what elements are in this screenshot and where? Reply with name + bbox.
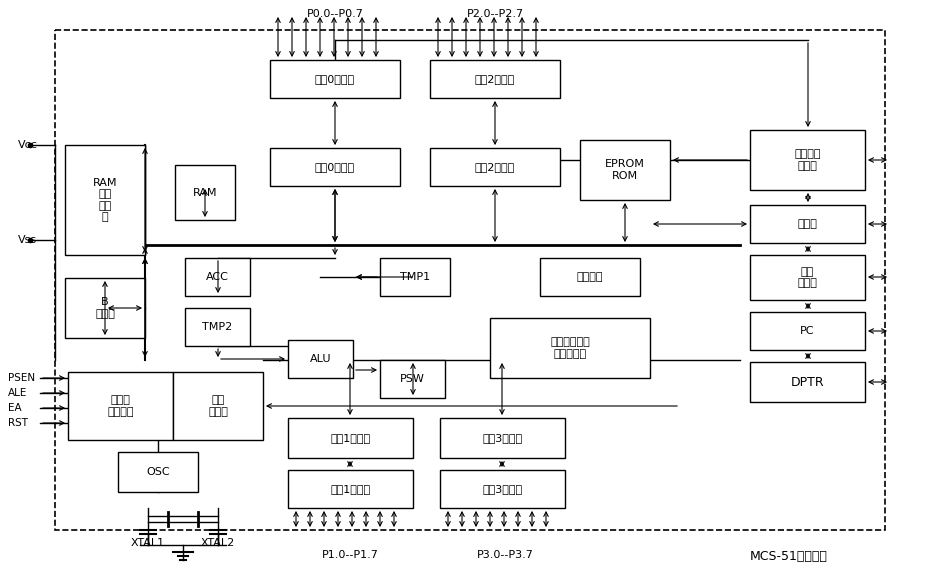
Text: ACC: ACC	[206, 272, 229, 282]
Text: PSEN: PSEN	[8, 373, 35, 383]
Bar	[175, 165, 235, 220]
Text: P1.0--P1.7: P1.0--P1.7	[321, 550, 378, 560]
Bar	[490, 318, 650, 378]
Bar	[65, 278, 145, 338]
Text: 通道0驱动器: 通道0驱动器	[315, 74, 355, 84]
Text: PSW: PSW	[400, 374, 425, 384]
Text: MCS-51结构框图: MCS-51结构框图	[750, 550, 828, 563]
Bar	[270, 148, 400, 186]
Text: EA: EA	[8, 403, 21, 413]
Bar	[750, 255, 865, 300]
Text: PC: PC	[801, 326, 815, 336]
Bar	[750, 312, 865, 350]
Bar	[580, 140, 670, 200]
Text: XTAL2: XTAL2	[201, 538, 236, 548]
Bar	[440, 470, 565, 508]
Bar	[288, 418, 413, 458]
Text: RAM
地址
寄存
器: RAM 地址 寄存 器	[93, 178, 117, 222]
Bar	[750, 130, 865, 190]
Text: Vss: Vss	[18, 235, 37, 245]
Bar	[380, 258, 450, 296]
Text: OSC: OSC	[146, 467, 169, 477]
Bar	[750, 362, 865, 402]
Text: 指令
寄存器: 指令 寄存器	[208, 395, 228, 417]
Text: 中断、串行口
定时器逻辑: 中断、串行口 定时器逻辑	[550, 337, 590, 359]
Text: 通道3驱动器: 通道3驱动器	[482, 484, 522, 494]
Text: EPROM
ROM: EPROM ROM	[605, 159, 645, 181]
Text: RST: RST	[8, 418, 28, 428]
Bar	[288, 470, 413, 508]
Text: Vcc: Vcc	[18, 140, 38, 150]
Bar	[185, 258, 250, 296]
Text: XTAL1: XTAL1	[131, 538, 165, 548]
Text: 缓冲器: 缓冲器	[798, 219, 817, 229]
Bar	[540, 258, 640, 296]
Bar	[430, 148, 560, 186]
Text: TMP2: TMP2	[202, 322, 233, 332]
Text: 通道1驱动器: 通道1驱动器	[331, 484, 371, 494]
Text: ALE: ALE	[8, 388, 27, 398]
Text: TMP1: TMP1	[400, 272, 430, 282]
Text: 通道3锁存器: 通道3锁存器	[482, 433, 522, 443]
Text: P0.0--P0.7: P0.0--P0.7	[306, 9, 363, 19]
Bar	[55, 30, 885, 530]
Text: P2.0--P2.7: P2.0--P2.7	[466, 9, 523, 19]
Text: 通道0驱动器: 通道0驱动器	[315, 162, 355, 172]
Bar	[173, 372, 263, 440]
Text: 程序地址
寄存器: 程序地址 寄存器	[794, 149, 821, 171]
Bar	[440, 418, 565, 458]
Text: B
寄存器: B 寄存器	[95, 297, 115, 319]
Bar	[380, 360, 445, 398]
Bar	[68, 372, 173, 440]
Text: 堆栈指针: 堆栈指针	[576, 272, 603, 282]
Bar	[185, 308, 250, 346]
Text: 程序
计数器: 程序 计数器	[798, 267, 817, 288]
Bar	[118, 452, 198, 492]
Text: RAM: RAM	[193, 188, 217, 197]
Text: 通道2驱动器: 通道2驱动器	[475, 74, 515, 84]
Bar	[750, 205, 865, 243]
Text: 通道1锁存器: 通道1锁存器	[331, 433, 371, 443]
Bar	[65, 145, 145, 255]
Text: DPTR: DPTR	[790, 376, 824, 389]
Text: 通道2驱动器: 通道2驱动器	[475, 162, 515, 172]
Text: P3.0--P3.7: P3.0--P3.7	[477, 550, 533, 560]
Bar	[288, 340, 353, 378]
Bar	[430, 60, 560, 98]
Bar	[270, 60, 400, 98]
Text: 定时和
控制逻辑: 定时和 控制逻辑	[107, 395, 134, 417]
Text: ALU: ALU	[310, 354, 331, 364]
